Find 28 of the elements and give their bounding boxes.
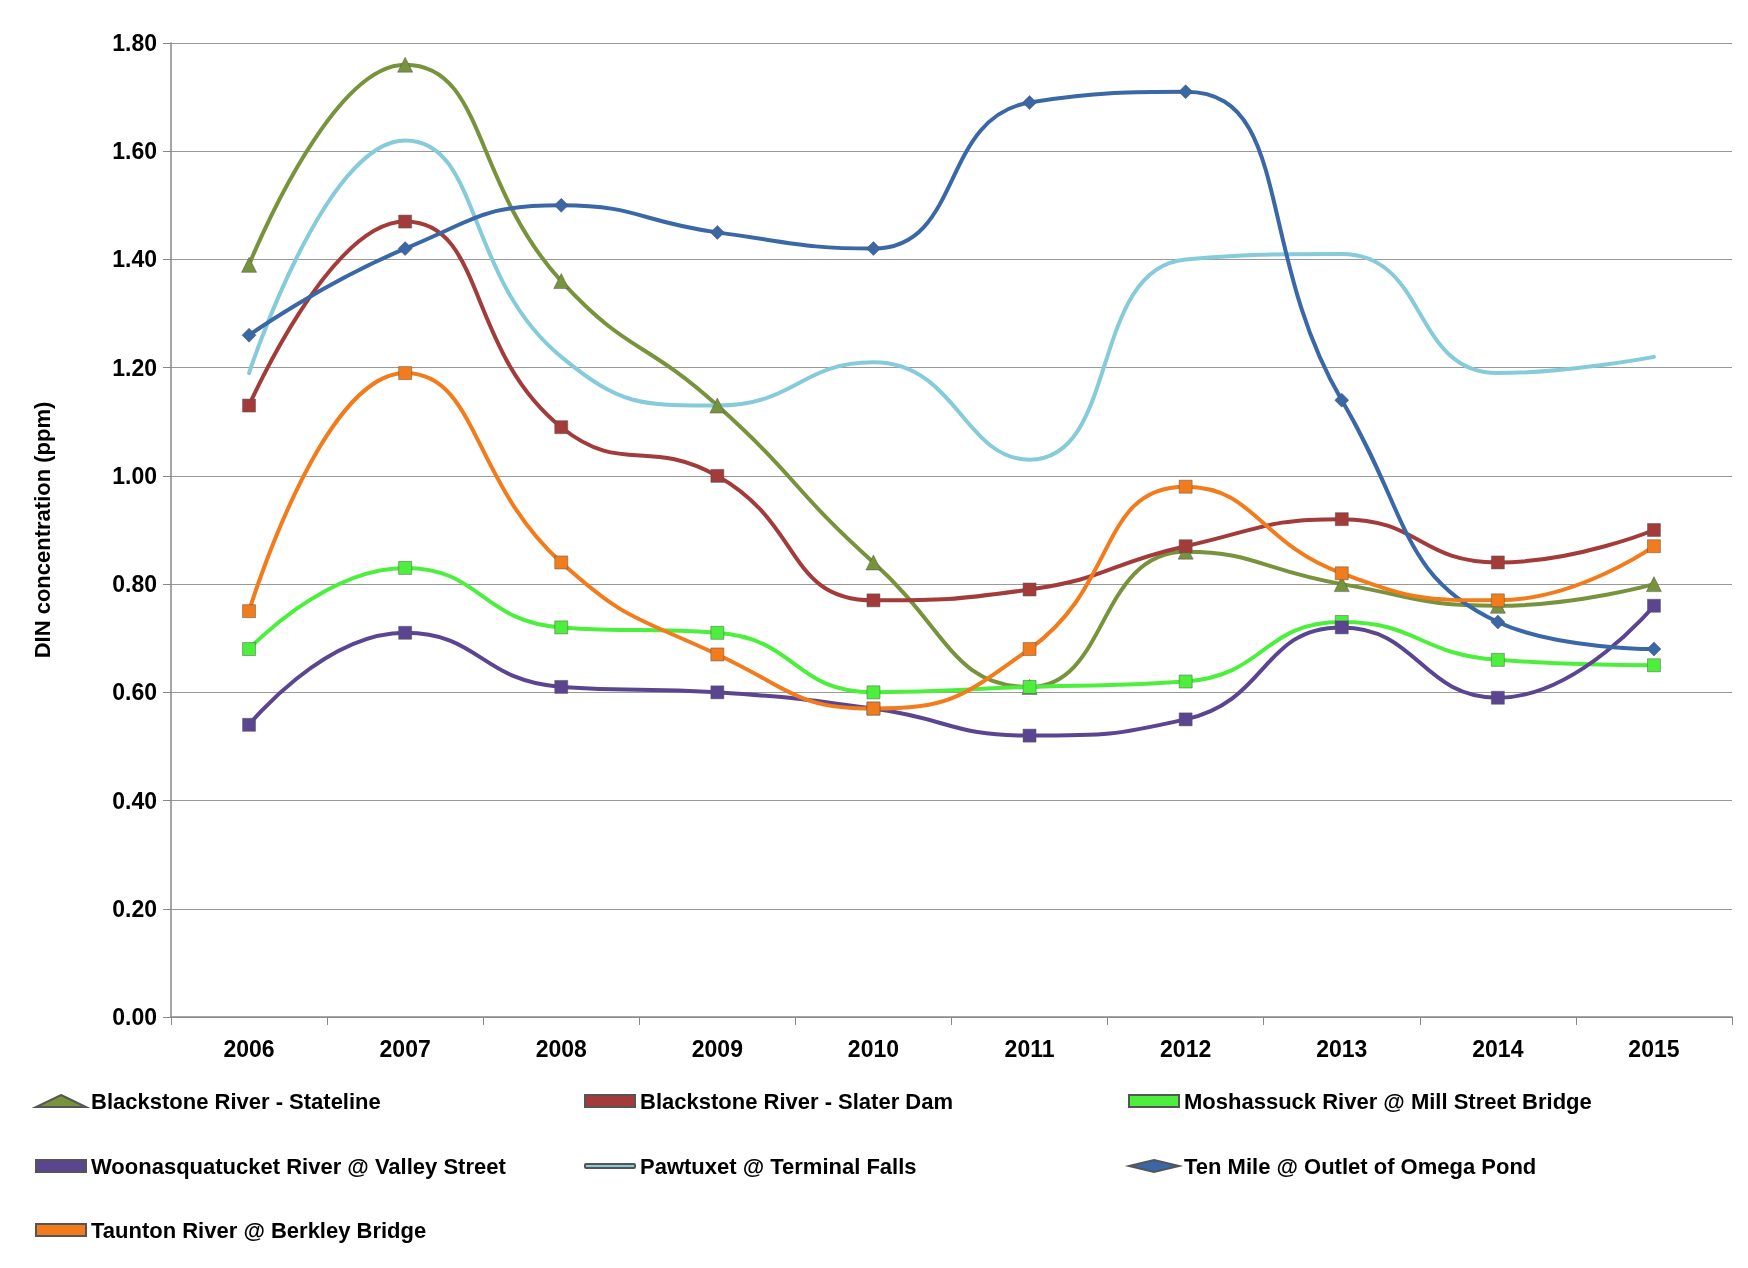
x-tick-label: 2007 xyxy=(379,1035,431,1062)
legend-label: Pawtuxet @ Terminal Falls xyxy=(640,1153,917,1179)
y-tick-label: 0.20 xyxy=(112,895,157,922)
y-tick-label: 0.40 xyxy=(112,787,157,814)
y-tick-label: 0.60 xyxy=(112,679,157,706)
x-tick-label: 2014 xyxy=(1472,1035,1524,1062)
y-tick-label: 1.60 xyxy=(112,138,157,165)
legend-label: Taunton River @ Berkley Bridge xyxy=(91,1217,427,1243)
x-tick-label: 2011 xyxy=(1004,1035,1055,1062)
y-tick-label: 0.00 xyxy=(112,1004,157,1030)
x-tick-label: 2009 xyxy=(691,1035,743,1062)
y-tick-label: 0.80 xyxy=(112,571,157,598)
x-tick-label: 2008 xyxy=(535,1035,588,1062)
y-tick-label: 1.20 xyxy=(112,354,157,381)
y-tick-label: 1.40 xyxy=(112,246,157,273)
x-tick-label: 2013 xyxy=(1316,1035,1368,1062)
legend-label: Blackstone River - Stateline xyxy=(91,1088,381,1114)
x-tick-label: 2006 xyxy=(223,1035,275,1062)
legend-label: Ten Mile @ Outlet of Omega Pond xyxy=(1184,1153,1537,1179)
x-tick-label: 2012 xyxy=(1160,1035,1212,1062)
y-axis-title: DIN concentration (ppm) xyxy=(29,401,55,659)
y-tick-label: 1.80 xyxy=(112,30,157,56)
y-tick-label: 1.00 xyxy=(112,462,157,489)
x-tick-label: 2015 xyxy=(1628,1035,1680,1062)
x-tick-label: 2010 xyxy=(847,1035,900,1062)
legend-label: Blackstone River - Slater Dam xyxy=(640,1088,954,1114)
legend-label: Moshassuck River @ Mill Street Bridge xyxy=(1184,1088,1592,1114)
legend-label: Woonasquatucket River @ Valley Street xyxy=(91,1153,507,1179)
